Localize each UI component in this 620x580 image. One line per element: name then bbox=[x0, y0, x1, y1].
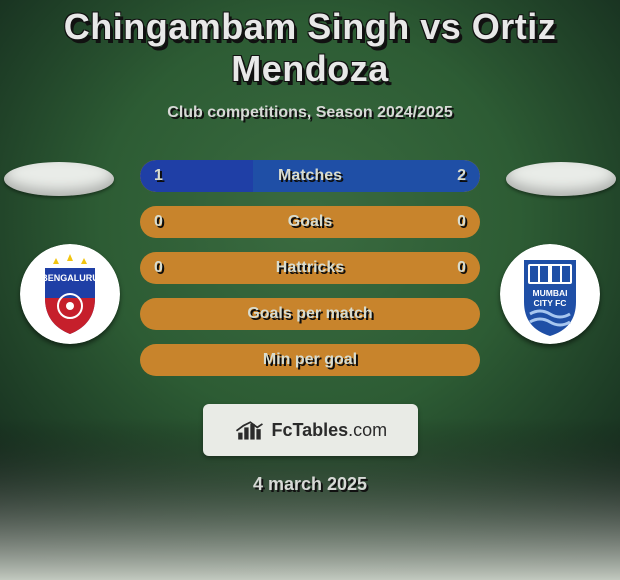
bar-value-left: 1 bbox=[154, 167, 163, 185]
player-left-oval bbox=[4, 162, 114, 196]
bar-value-left: 0 bbox=[154, 213, 163, 231]
brand-text: FcTables.com bbox=[271, 420, 387, 441]
page-title: Chingambam Singh vs Ortiz Mendoza bbox=[0, 0, 620, 90]
bar-label: Min per goal bbox=[263, 351, 357, 369]
date-text: 4 march 2025 bbox=[0, 474, 620, 495]
player-right-oval bbox=[506, 162, 616, 196]
bar-value-right: 0 bbox=[457, 259, 466, 277]
stat-bar-row: 1 2 Matches bbox=[140, 160, 480, 192]
stat-bar-row: 0 0 Hattricks bbox=[140, 252, 480, 284]
stat-bar-row: 0 0 Goals bbox=[140, 206, 480, 238]
svg-text:MUMBAI: MUMBAI bbox=[533, 288, 568, 298]
svg-text:CITY FC: CITY FC bbox=[534, 298, 567, 308]
bar-label: Matches bbox=[278, 167, 342, 185]
subtitle: Club competitions, Season 2024/2025 bbox=[0, 104, 620, 122]
brand-chart-icon bbox=[233, 417, 268, 443]
bar-label: Goals bbox=[288, 213, 332, 231]
bar-value-left: 0 bbox=[154, 259, 163, 277]
stat-bar-row: Min per goal bbox=[140, 344, 480, 376]
club-crest-left: BENGALURU bbox=[20, 244, 120, 344]
bar-label: Goals per match bbox=[247, 305, 372, 323]
brand-box: FcTables.com bbox=[203, 404, 418, 456]
club-crest-right: MUMBAI CITY FC bbox=[500, 244, 600, 344]
stat-bars: 1 2 Matches 0 0 Goals 0 0 Hattricks Goals per mat… bbox=[140, 160, 480, 376]
svg-text:BENGALURU: BENGALURU bbox=[41, 273, 99, 283]
bar-value-right: 2 bbox=[457, 167, 466, 185]
bar-value-right: 0 bbox=[457, 213, 466, 231]
comparison-arena: BENGALURU MUMBAI CITY FC bbox=[0, 160, 620, 390]
bar-label: Hattricks bbox=[276, 259, 344, 277]
stat-bar-row: Goals per match bbox=[140, 298, 480, 330]
